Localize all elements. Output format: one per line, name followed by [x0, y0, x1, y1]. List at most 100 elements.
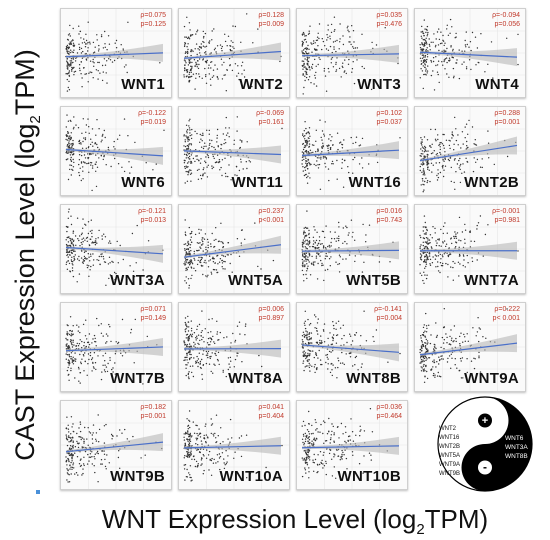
- data-point: [346, 468, 348, 470]
- data-point: [223, 467, 226, 470]
- data-point: [331, 336, 334, 338]
- data-point: [305, 127, 307, 130]
- data-point: [424, 365, 427, 367]
- data-point: [420, 335, 422, 337]
- data-point: [91, 189, 93, 192]
- data-point: [190, 143, 192, 145]
- data-point: [88, 72, 90, 74]
- data-point: [106, 82, 108, 84]
- data-point: [188, 264, 191, 266]
- data-point: [306, 227, 309, 229]
- data-point: [212, 462, 215, 464]
- data-point: [85, 73, 88, 75]
- data-point: [193, 458, 196, 461]
- data-point: [187, 373, 189, 376]
- data-point: [191, 67, 193, 69]
- data-point: [186, 418, 188, 420]
- data-point: [339, 38, 341, 40]
- data-point: [196, 29, 199, 31]
- data-point: [426, 241, 428, 243]
- data-point: [421, 367, 423, 369]
- data-point: [435, 347, 437, 350]
- data-point: [420, 244, 422, 246]
- data-point: [399, 352, 401, 355]
- data-point: [318, 157, 320, 159]
- data-point: [73, 126, 75, 129]
- data-point: [197, 60, 199, 62]
- data-point: [313, 356, 315, 359]
- data-point: [492, 77, 494, 79]
- data-point: [202, 132, 204, 134]
- data-point: [184, 464, 187, 466]
- data-point: [87, 453, 89, 456]
- data-point: [438, 356, 440, 358]
- data-point: [111, 61, 114, 63]
- rho-label: ρ=0.041: [258, 404, 284, 411]
- data-point: [100, 155, 102, 157]
- data-point: [212, 261, 215, 263]
- data-point: [72, 240, 75, 243]
- data-point: [425, 74, 427, 76]
- data-point: [341, 455, 343, 457]
- data-point: [190, 75, 192, 78]
- data-point: [345, 431, 347, 434]
- data-point: [190, 327, 193, 330]
- regression-line: [65, 246, 164, 255]
- data-point: [89, 238, 91, 240]
- data-point: [327, 147, 329, 149]
- data-point: [237, 72, 240, 74]
- data-point: [242, 168, 244, 170]
- data-point: [426, 35, 428, 37]
- data-point: [66, 60, 68, 62]
- data-point: [324, 45, 326, 47]
- data-point: [343, 334, 345, 337]
- data-point: [70, 439, 73, 441]
- data-point: [350, 219, 353, 221]
- data-point: [467, 133, 469, 135]
- data-point: [346, 341, 348, 344]
- data-point: [305, 452, 307, 455]
- data-point: [196, 360, 198, 362]
- data-point: [191, 34, 194, 36]
- data-point: [217, 435, 219, 437]
- data-point: [422, 226, 424, 228]
- data-point: [221, 266, 223, 268]
- data-point: [65, 461, 67, 463]
- data-point: [73, 250, 75, 253]
- data-point: [448, 76, 450, 79]
- data-point: [68, 138, 70, 140]
- data-point: [423, 363, 425, 366]
- data-point: [442, 342, 445, 344]
- data-point: [208, 255, 211, 257]
- data-point: [70, 343, 73, 345]
- data-point: [88, 346, 90, 348]
- data-point: [104, 30, 106, 33]
- data-point: [189, 452, 192, 454]
- scatter-panel-wnt7a: ρ=-0.001 p=0.981 WNT7A: [414, 204, 526, 294]
- scatter-plot: [179, 205, 289, 293]
- data-point: [231, 437, 233, 439]
- data-point: [309, 241, 311, 244]
- data-point: [207, 266, 210, 268]
- data-point: [311, 255, 313, 258]
- data-point: [424, 247, 426, 250]
- data-point: [78, 343, 81, 345]
- data-point: [335, 328, 337, 330]
- data-point: [190, 50, 192, 53]
- data-point: [319, 243, 322, 245]
- data-point: [304, 135, 306, 137]
- data-point: [82, 468, 84, 470]
- data-point: [425, 233, 427, 235]
- data-point: [338, 221, 340, 224]
- data-point: [423, 73, 425, 76]
- regression-line: [419, 51, 518, 58]
- data-point: [218, 261, 221, 263]
- data-point: [192, 375, 195, 378]
- data-point: [78, 273, 81, 275]
- data-point: [187, 431, 189, 433]
- data-point: [216, 441, 218, 443]
- data-point: [304, 151, 306, 153]
- data-point: [98, 229, 100, 232]
- data-point: [315, 327, 318, 330]
- data-point: [209, 142, 211, 145]
